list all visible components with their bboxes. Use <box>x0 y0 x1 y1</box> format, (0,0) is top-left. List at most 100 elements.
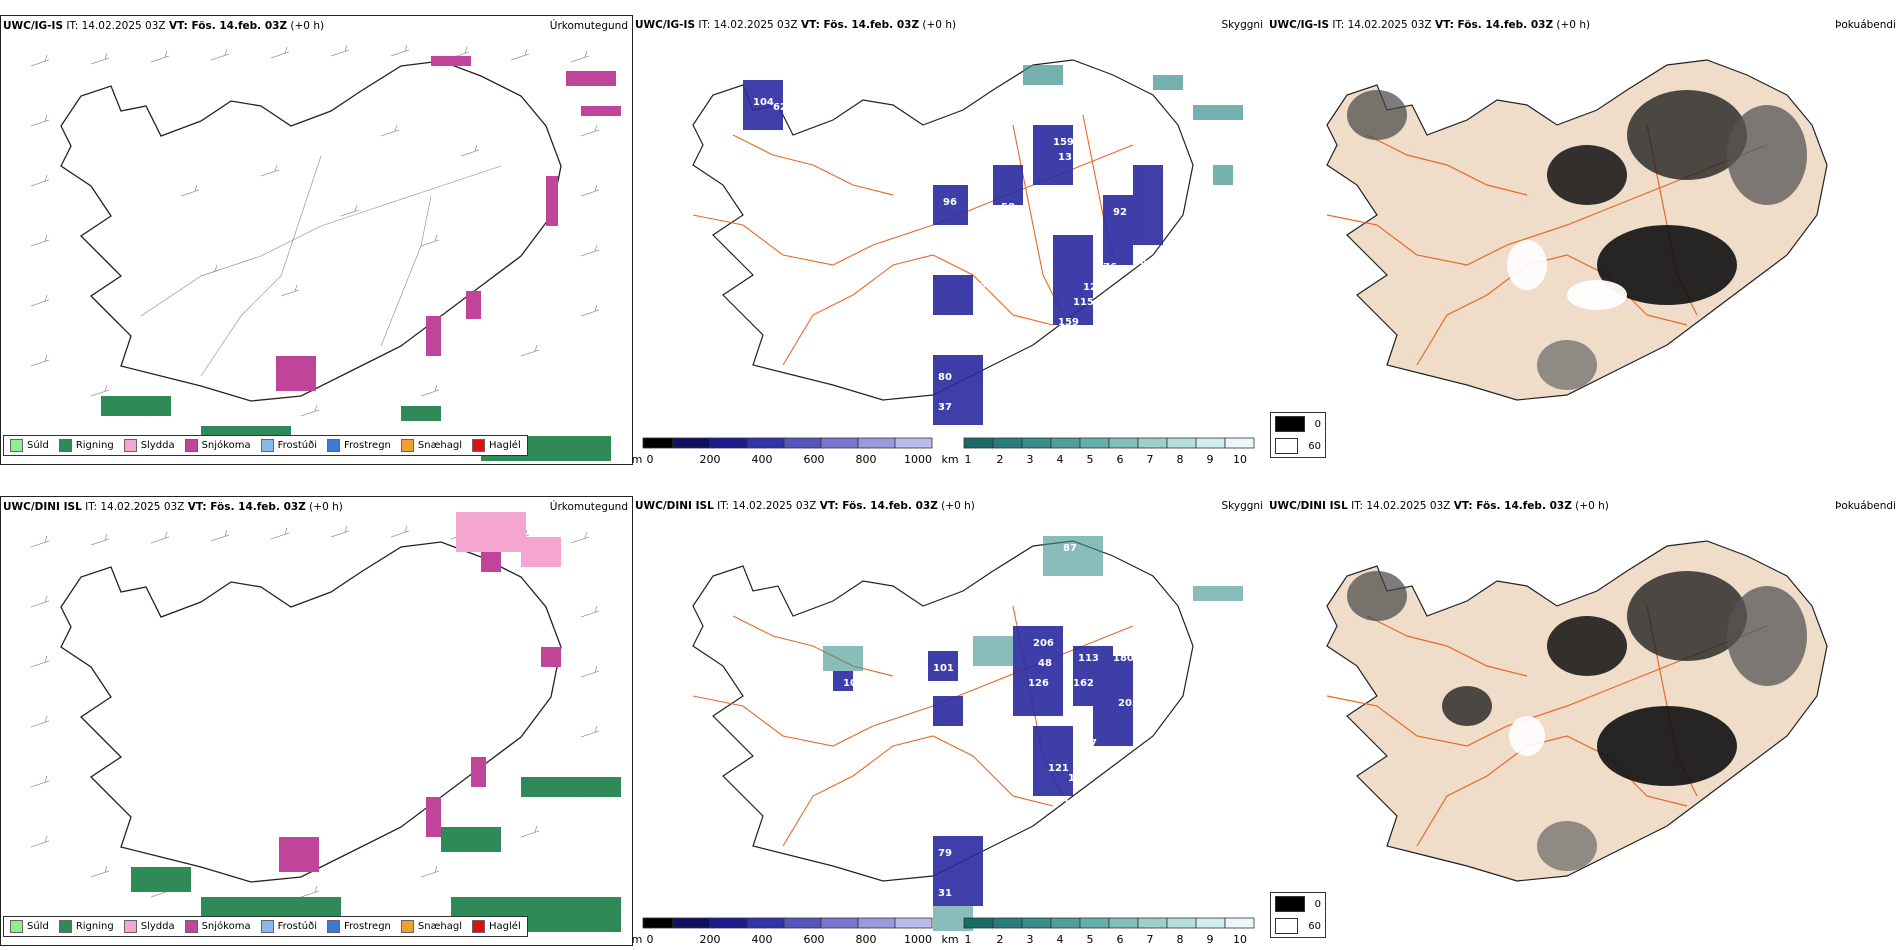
fog-panel-row2: UWC/DINI ISL IT: 14.02.2025 03Z VT: Fös.… <box>1267 496 1900 946</box>
svg-text:107: 107 <box>1103 750 1124 761</box>
vis-unit: km <box>941 453 959 466</box>
panel-title: UWC/DINI ISL IT: 14.02.2025 03Z VT: Fös.… <box>3 501 343 513</box>
height-tick: 200 <box>699 453 721 466</box>
legend-item: Snjókoma <box>184 920 251 933</box>
svg-text:62: 62 <box>773 102 787 113</box>
panel-title: UWC/IG-IS IT: 14.02.2025 03Z VT: Fös. 14… <box>1269 19 1591 31</box>
svg-text:115: 115 <box>1073 297 1094 308</box>
svg-text:82: 82 <box>973 703 987 714</box>
svg-text:206: 206 <box>1033 638 1054 649</box>
svg-text:37: 37 <box>938 402 952 413</box>
svg-text:183: 183 <box>1063 337 1084 348</box>
legend-item: Súld <box>10 920 49 933</box>
vis-colorbar-row2: km 1 2 3 4 5 6 7 8 9 10 <box>941 917 1264 949</box>
height-unit: m <box>631 453 643 466</box>
svg-text:205: 205 <box>1118 698 1139 709</box>
fog-map-row2 <box>1326 540 1828 882</box>
svg-text:127: 127 <box>1003 222 1024 233</box>
svg-text:32: 32 <box>1013 753 1027 764</box>
svg-text:159: 159 <box>1053 137 1074 148</box>
legend-item: Frostúði <box>260 920 317 933</box>
panel-title: UWC/DINI ISL IT: 14.02.2025 03Z VT: Fös.… <box>635 500 975 512</box>
height-tick: 400 <box>751 453 773 466</box>
legend-item: Slydda <box>123 920 175 933</box>
legend-item: Frostregn <box>327 920 391 933</box>
svg-text:69: 69 <box>913 868 927 879</box>
svg-text:80: 80 <box>938 372 952 383</box>
svg-text:97: 97 <box>1073 172 1087 183</box>
svg-text:79: 79 <box>938 848 952 859</box>
legend-item: Rigning <box>58 439 114 452</box>
panel-label-cloud: Skyggni <box>1221 19 1264 31</box>
cloud-panel-row1: 104 62 86 159 61 131 97 96 125 10 58 127… <box>633 15 1267 465</box>
legend-item: Haglél <box>472 920 521 933</box>
fog-shading <box>1347 90 1807 390</box>
panel-title: UWC/IG-IS IT: 14.02.2025 03Z VT: Fös. 14… <box>3 20 325 32</box>
svg-text:76: 76 <box>1103 262 1117 273</box>
cloud-map-row2: 87 153 211 287 190 101 206 48 113 180 12… <box>692 536 1243 931</box>
svg-text:171: 171 <box>973 282 994 293</box>
precip-map-row1 <box>30 44 621 461</box>
svg-text:104: 104 <box>753 97 774 108</box>
svg-text:121: 121 <box>1048 763 1069 774</box>
svg-text:131: 131 <box>1058 152 1079 163</box>
fog-map-row1 <box>1326 59 1828 401</box>
svg-text:61: 61 <box>928 162 942 173</box>
svg-text:190: 190 <box>1033 598 1054 609</box>
legend-item: Rigning <box>58 920 114 933</box>
panel-label-precip: Úrkomutegund <box>549 20 628 32</box>
svg-text:125: 125 <box>1053 187 1074 198</box>
legend-item: Snæhagl <box>400 920 462 933</box>
svg-text:87: 87 <box>1063 543 1077 554</box>
legend-item: Snjókoma <box>184 439 251 452</box>
svg-text:162: 162 <box>1073 678 1094 689</box>
svg-text:287: 287 <box>1083 598 1104 609</box>
svg-text:102: 102 <box>843 678 864 689</box>
height-colorbar-row2: m 0 200 400 600 800 1000 <box>632 917 938 949</box>
svg-text:125: 125 <box>1083 282 1104 293</box>
svg-text:92: 92 <box>1113 207 1127 218</box>
svg-text:180: 180 <box>1113 653 1134 664</box>
svg-text:10: 10 <box>1098 187 1112 198</box>
precip-panel-row1: UWC/IG-IS IT: 14.02.2025 03Z VT: Fös. 14… <box>0 15 633 465</box>
precip-panel-row2: UWC/DINI ISL IT: 14.02.2025 03Z VT: Fös.… <box>0 496 633 946</box>
visibility-teal <box>1023 65 1243 185</box>
svg-text:31: 31 <box>938 888 952 899</box>
panel-label-fog: Þokuábendi <box>1835 500 1896 512</box>
legend-item: Frostregn <box>327 439 391 452</box>
vis-colorbar-swatches <box>963 917 1255 929</box>
cloud-panel-row2: 87 153 211 287 190 101 206 48 113 180 12… <box>633 496 1267 946</box>
cloud-map-row1: 104 62 86 159 61 131 97 96 125 10 58 127… <box>692 59 1243 425</box>
height-tick: 1000 <box>904 453 932 466</box>
height-tick: 0 <box>646 453 654 466</box>
svg-text:89: 89 <box>913 382 927 393</box>
height-tick: 600 <box>803 453 825 466</box>
svg-text:101: 101 <box>933 663 954 674</box>
svg-text:48: 48 <box>1038 658 1052 669</box>
precip-legend: Súld Rigning Slydda Snjókoma Frostúði Fr… <box>3 916 528 937</box>
visibility-labels: 104 62 86 159 61 131 97 96 125 10 58 127… <box>753 97 1147 413</box>
precip-map-row2 <box>30 512 621 932</box>
svg-text:159: 159 <box>1058 317 1079 328</box>
snow-areas <box>276 56 621 391</box>
svg-text:157: 157 <box>1003 292 1024 303</box>
precip-legend: Súld Rigning Slydda Snjókoma Frostúði Fr… <box>3 435 528 456</box>
height-colorbar-swatches <box>642 437 933 449</box>
iceland-outline <box>60 60 562 402</box>
height-colorbar-row1: m 0 200 400 600 800 1000 <box>631 437 938 469</box>
svg-text:84: 84 <box>918 848 932 859</box>
legend-item: Snæhagl <box>400 439 462 452</box>
legend-item: Súld <box>10 439 49 452</box>
panel-label-precip: Úrkomutegund <box>549 501 628 513</box>
svg-text:96: 96 <box>943 197 957 208</box>
svg-text:58: 58 <box>1001 202 1015 213</box>
svg-text:124: 124 <box>978 242 999 253</box>
vis-colorbar-swatches <box>963 437 1255 449</box>
svg-text:113: 113 <box>1078 653 1099 664</box>
svg-text:86: 86 <box>1033 102 1047 113</box>
fog-legend-row2: 0 60 <box>1270 892 1326 938</box>
panel-label-fog: Þokuábendi <box>1835 19 1896 31</box>
svg-text:211: 211 <box>1093 584 1114 595</box>
svg-text:122: 122 <box>1068 773 1089 784</box>
svg-text:77: 77 <box>1083 738 1097 749</box>
